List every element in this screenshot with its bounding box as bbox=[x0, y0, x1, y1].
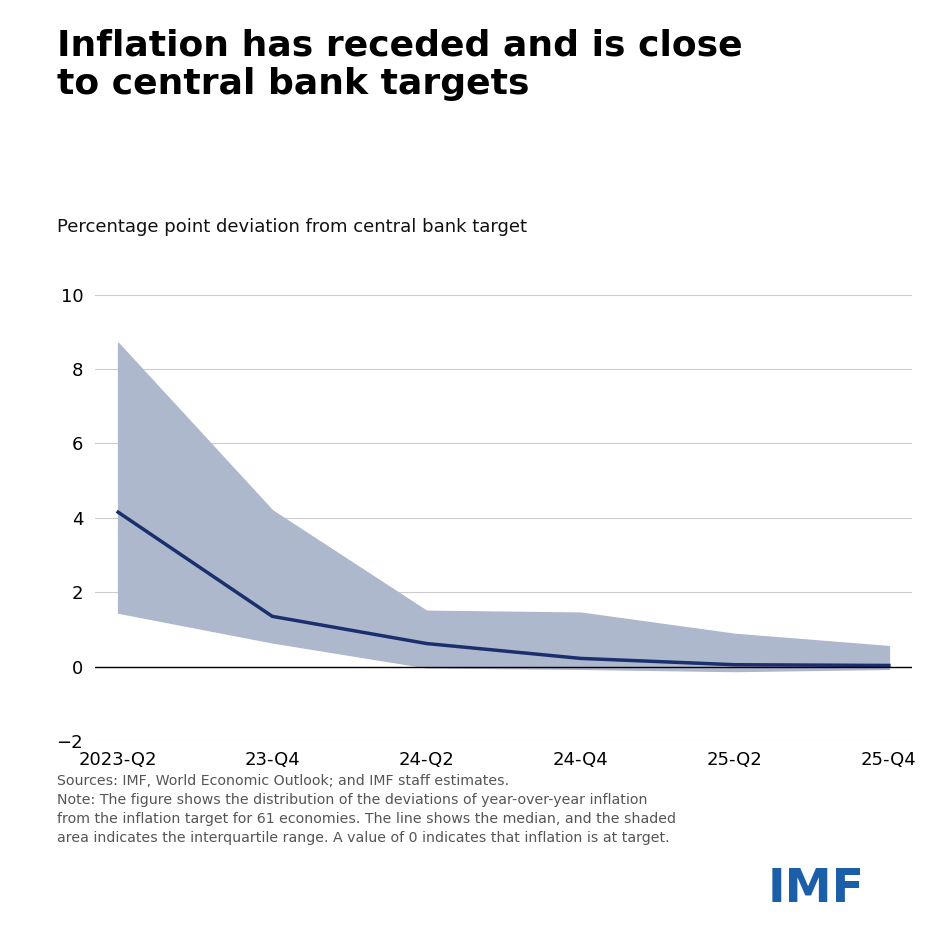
Text: Percentage point deviation from central bank target: Percentage point deviation from central … bbox=[57, 218, 527, 237]
Text: IMF: IMF bbox=[768, 867, 864, 912]
Text: Sources: IMF, World Economic Outlook; and IMF staff estimates.
Note: The figure : Sources: IMF, World Economic Outlook; an… bbox=[57, 774, 676, 846]
Text: Inflation has receded and is close
to central bank targets: Inflation has receded and is close to ce… bbox=[57, 28, 743, 101]
